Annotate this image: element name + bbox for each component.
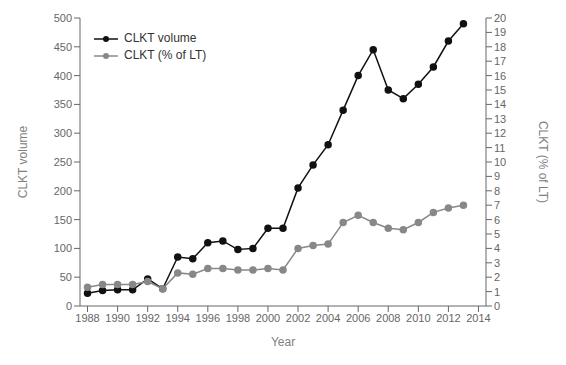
svg-text:1990: 1990 — [105, 312, 129, 324]
svg-text:2: 2 — [494, 271, 500, 283]
svg-text:250: 250 — [54, 156, 72, 168]
svg-text:20: 20 — [494, 12, 506, 24]
svg-text:16: 16 — [494, 70, 506, 82]
svg-text:3: 3 — [494, 257, 500, 269]
svg-text:2008: 2008 — [376, 312, 400, 324]
svg-text:150: 150 — [54, 214, 72, 226]
svg-text:0: 0 — [494, 300, 500, 312]
svg-text:14: 14 — [494, 98, 506, 110]
svg-text:2012: 2012 — [436, 312, 460, 324]
svg-text:200: 200 — [54, 185, 72, 197]
svg-text:9: 9 — [494, 170, 500, 182]
svg-text:1992: 1992 — [135, 312, 159, 324]
svg-text:1996: 1996 — [196, 312, 220, 324]
svg-text:1994: 1994 — [165, 312, 189, 324]
svg-text:15: 15 — [494, 84, 506, 96]
svg-text:19: 19 — [494, 26, 506, 38]
svg-text:2002: 2002 — [286, 312, 310, 324]
svg-text:450: 450 — [54, 41, 72, 53]
svg-text:50: 50 — [60, 271, 72, 283]
svg-text:2010: 2010 — [406, 312, 430, 324]
svg-text:1988: 1988 — [75, 312, 99, 324]
svg-text:12: 12 — [494, 127, 506, 139]
svg-text:10: 10 — [494, 156, 506, 168]
svg-text:2000: 2000 — [256, 312, 280, 324]
html-text:CLKT (% of LT): CLKT (% of LT) — [124, 48, 207, 62]
svg-text:6: 6 — [494, 214, 500, 226]
svg-text:7: 7 — [494, 199, 500, 211]
svg-text:2004: 2004 — [316, 312, 340, 324]
svg-text:350: 350 — [54, 98, 72, 110]
svg-text:8: 8 — [494, 185, 500, 197]
svg-text:1998: 1998 — [226, 312, 250, 324]
svg-text:0: 0 — [66, 300, 72, 312]
svg-text:500: 500 — [54, 12, 72, 24]
svg-text:5: 5 — [494, 228, 500, 240]
svg-text:11: 11 — [494, 142, 505, 154]
svg-text:300: 300 — [54, 127, 72, 139]
svg-text:Year: Year — [271, 335, 295, 349]
html-text:CLKT volume: CLKT volume — [124, 31, 197, 45]
svg-text:CLKT (% of LT): CLKT (% of LT) — [536, 121, 550, 203]
svg-text:2014: 2014 — [466, 312, 490, 324]
svg-text:CLKT volume: CLKT volume — [16, 125, 30, 198]
svg-text:1: 1 — [494, 286, 500, 298]
svg-text:4: 4 — [494, 242, 500, 254]
svg-text:100: 100 — [54, 242, 72, 254]
svg-text:13: 13 — [494, 113, 506, 125]
svg-text:17: 17 — [494, 55, 506, 67]
svg-text:400: 400 — [54, 70, 72, 82]
svg-text:2006: 2006 — [346, 312, 370, 324]
svg-text:18: 18 — [494, 41, 506, 53]
